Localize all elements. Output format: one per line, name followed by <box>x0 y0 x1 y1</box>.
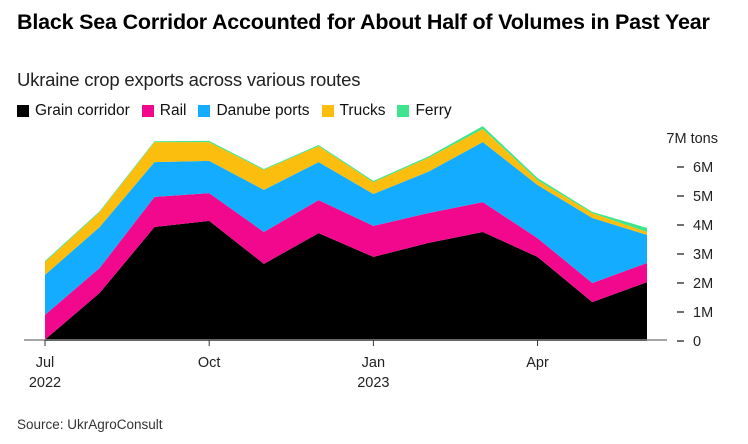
x-tick-sublabel: 2022 <box>29 375 61 391</box>
y-tick-label: 3M <box>693 247 713 263</box>
area-grain-corridor <box>45 220 647 341</box>
legend-item-rail: Rail <box>141 102 187 120</box>
y-tick-label: 2M <box>693 276 713 292</box>
source-note: Source: UkrAgroConsult <box>17 417 163 432</box>
y-tick-label: 1M <box>693 305 713 321</box>
y-axis-unit-label: 7M tons <box>666 131 718 147</box>
legend-label: Trucks <box>339 102 386 119</box>
legend-item-ferry: Ferry <box>397 102 452 120</box>
y-tick-label: 0 <box>693 334 701 350</box>
x-tick-sublabel: 2023 <box>357 375 389 391</box>
chart-subtitle: Ukraine crop exports across various rout… <box>17 69 361 90</box>
legend-label: Grain corridor <box>35 102 130 119</box>
area-rail <box>45 193 647 340</box>
legend-label: Ferry <box>415 102 452 119</box>
x-tick-label: Jan <box>362 355 385 371</box>
x-tick-label: Apr <box>526 355 549 371</box>
y-tick-label: 4M <box>693 218 713 234</box>
legend-swatch <box>17 105 29 117</box>
legend-swatch <box>141 105 154 117</box>
x-axis-ticks: Jul 2022 Oct Jan 2023 Apr <box>29 340 549 391</box>
legend-swatch <box>397 105 410 117</box>
y-tick-label: 6M <box>693 160 713 176</box>
legend-label: Danube ports <box>216 102 310 119</box>
legend-label: Rail <box>159 102 187 119</box>
y-axis-ticks: 0 1M 2M 3M 4M 5M 6M 7M tons <box>666 131 718 350</box>
chart-title: Black Sea Corridor Accounted for About H… <box>17 10 710 34</box>
legend-item-danube-ports: Danube ports <box>198 102 310 120</box>
legend-item-trucks: Trucks <box>321 102 386 120</box>
area-layers <box>45 126 647 341</box>
area-danube-ports <box>45 142 647 315</box>
x-tick-label: Jul <box>36 355 55 371</box>
x-tick-label: Oct <box>198 355 221 371</box>
legend-item-grain-corridor: Grain corridor <box>17 102 130 120</box>
y-tick-label: 5M <box>693 189 713 205</box>
legend: Grain corridor Rail Danube ports Trucks … <box>17 102 464 120</box>
legend-swatch <box>198 105 211 117</box>
legend-swatch <box>321 105 334 117</box>
